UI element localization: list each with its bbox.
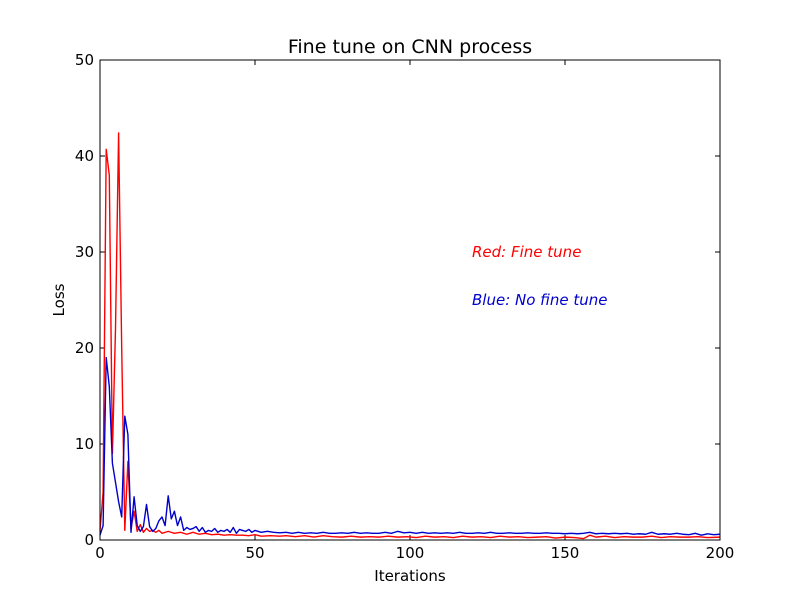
y-tick-label: 40 — [75, 147, 94, 165]
series-line-1 — [99, 132, 721, 540]
axis-ticks: 0 50 100 150 200 0 10 20 30 40 50 — [75, 51, 734, 562]
x-tick-label: 150 — [551, 544, 580, 562]
annotation-1: Red: Fine tune — [472, 243, 581, 261]
series-line-2 — [99, 356, 721, 536]
x-tick-label: 50 — [245, 544, 264, 562]
series-layer — [99, 132, 721, 540]
y-tick-label: 0 — [84, 531, 94, 549]
x-tick-label: 200 — [706, 544, 735, 562]
y-axis-label: Loss — [50, 283, 68, 316]
y-tick-label: 50 — [75, 51, 94, 69]
y-tick-label: 30 — [75, 243, 94, 261]
x-tick-label: 0 — [95, 544, 105, 562]
plot-frame — [99, 59, 721, 541]
y-tick-label: 20 — [75, 339, 94, 357]
annotation-2: Blue: No fine tune — [472, 291, 608, 309]
annotations: Red: Fine tune Blue: No fine tune — [472, 243, 608, 309]
y-tick-label: 10 — [75, 435, 94, 453]
chart-title: Fine tune on CNN process — [288, 36, 532, 58]
x-axis-label: Iterations — [374, 567, 446, 585]
x-tick-label: 100 — [396, 544, 425, 562]
